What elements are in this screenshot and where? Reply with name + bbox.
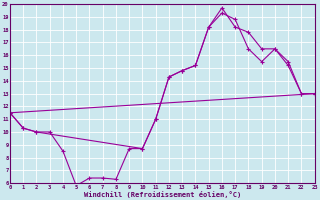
X-axis label: Windchill (Refroidissement éolien,°C): Windchill (Refroidissement éolien,°C) — [84, 191, 241, 198]
